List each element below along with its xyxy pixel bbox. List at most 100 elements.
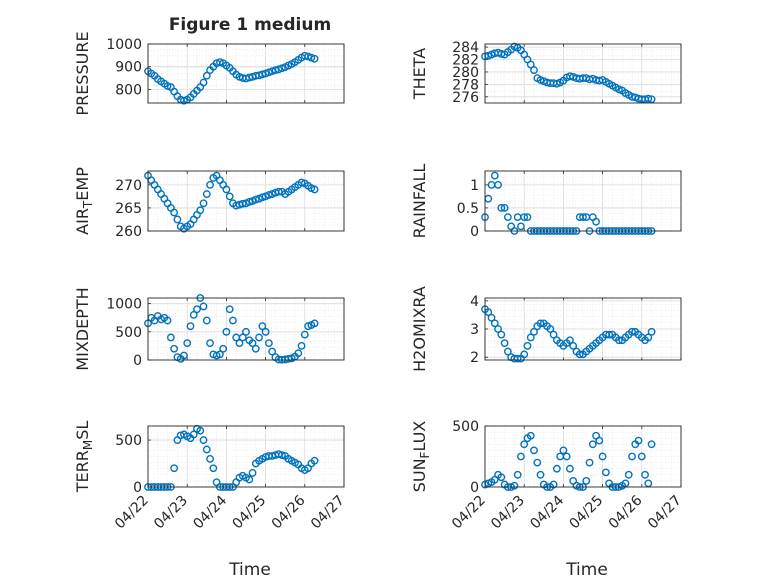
data-point [546, 325, 555, 333]
data-point [166, 333, 175, 342]
data-point [300, 330, 309, 339]
data-point [549, 330, 558, 339]
data-point [598, 452, 607, 461]
data-point [552, 464, 561, 473]
data-point [310, 54, 319, 63]
subplot-8: 04/22 04/23 04/24 04/25 04/26 04/27 0 500 SUNFLU… [410, 419, 685, 580]
data-point [264, 339, 273, 347]
data-point [490, 319, 499, 328]
x-tick-label: 04/23 [151, 493, 191, 533]
x-tick-label: 04/25 [230, 493, 270, 533]
data-point [215, 350, 224, 359]
data-point [490, 171, 499, 180]
data-point [559, 446, 568, 455]
y-tick-label: 1 [470, 178, 479, 194]
data-point [575, 350, 584, 359]
x-tick-label: 04/23 [488, 493, 528, 533]
data-point [601, 468, 610, 477]
data-point [183, 339, 192, 347]
x-axis-label: Time [228, 560, 271, 580]
data-point [500, 204, 509, 212]
data-point [199, 199, 208, 208]
data-point [549, 480, 558, 489]
data-point [647, 440, 656, 449]
y-tick-label: 1000 [106, 297, 142, 313]
y-axis-label: AIRTEMP [73, 167, 95, 235]
data-point [582, 476, 591, 485]
x-tick-label: 04/22 [112, 493, 152, 533]
y-tick-label: 284 [452, 40, 479, 56]
y-axis-label: RAINFALL [410, 164, 429, 239]
y-tick-label: 2 [470, 350, 479, 366]
data-point [615, 336, 623, 345]
y-tick-label: 0 [133, 480, 142, 496]
y-axis-label: H2OMIXRA [410, 286, 429, 372]
y-tick-label: 800 [115, 82, 142, 98]
data-point [497, 330, 506, 339]
data-point [526, 333, 535, 342]
data-point [634, 436, 643, 445]
data-point [503, 213, 512, 222]
x-axis-label: Time [565, 560, 608, 580]
data-point [173, 215, 182, 224]
y-axis-label: SUNFLUX [410, 421, 432, 493]
data-point [189, 430, 198, 439]
data-point [621, 479, 630, 488]
subplot-7: 04/22 04/23 04/24 04/25 04/26 04/27 0 500 TERRMS… [73, 421, 348, 580]
data-point [193, 305, 201, 314]
data-point [229, 316, 237, 325]
data-point [268, 347, 277, 356]
data-point [209, 464, 218, 473]
data-point [235, 339, 244, 347]
figure-title: Figure 1 medium [169, 15, 331, 35]
y-tick-label: 276 [452, 90, 479, 106]
data-point [206, 180, 214, 189]
y-axis-label: MIXDEPTH [73, 287, 92, 370]
data-point [294, 349, 303, 358]
subplot-1: 800 900 1000 PRESSURE [73, 31, 345, 116]
data-point [647, 327, 656, 336]
data-point [644, 479, 653, 488]
data-point [523, 342, 532, 350]
x-tick-label: 04/26 [269, 492, 309, 532]
data-point [180, 351, 188, 360]
data-point [513, 354, 522, 363]
data-point [202, 190, 211, 198]
y-axis-label: TERRMSL [73, 421, 95, 494]
data-point [225, 305, 234, 314]
data-point [647, 95, 656, 104]
data-point [222, 185, 231, 194]
data-point [497, 473, 506, 482]
x-tick-label: 04/24 [527, 492, 567, 532]
axes-box [484, 43, 682, 104]
y-tick-label: 260 [115, 224, 142, 240]
data-point [494, 325, 502, 333]
data-point [186, 322, 195, 331]
y-tick-label: 500 [115, 325, 142, 341]
data-point [585, 458, 594, 467]
data-point [163, 316, 172, 325]
data-point [503, 347, 512, 356]
data-point [510, 481, 519, 490]
y-tick-label: 500 [115, 433, 142, 449]
data-point [497, 204, 506, 212]
data-point [530, 66, 538, 74]
data-point [628, 327, 636, 336]
data-point [202, 71, 211, 80]
y-tick-label: 900 [115, 60, 142, 76]
y-tick-label: 500 [452, 419, 479, 435]
subplot-6: 2 3 4 H2OMIXRA [410, 286, 682, 372]
data-point [517, 452, 525, 461]
y-tick-label: 280 [452, 65, 479, 81]
data-point [566, 464, 574, 473]
y-tick-label: 0.5 [457, 201, 479, 217]
axes-box [147, 43, 345, 104]
y-tick-label: 0 [133, 353, 142, 369]
data-point [536, 319, 545, 328]
data-point [264, 191, 273, 199]
x-tick-label: 04/22 [449, 493, 489, 533]
axes-box [484, 425, 682, 488]
plot-area [148, 44, 344, 103]
